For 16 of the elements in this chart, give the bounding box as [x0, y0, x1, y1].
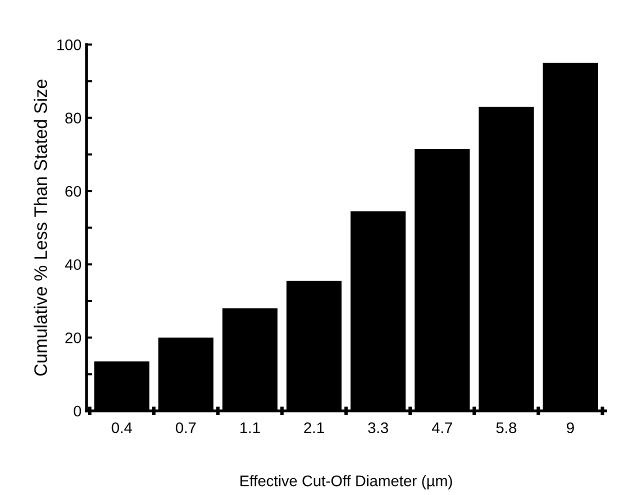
x-tick-label: 2.1: [304, 422, 324, 434]
x-tick-label: 0.7: [176, 422, 196, 434]
x-tick-label: 4.7: [432, 422, 452, 434]
x-tick-label: 5.8: [496, 422, 516, 434]
x-tick-label: 0.4: [112, 422, 132, 434]
y-axis-title: Cumulative % Less Than Stated Size: [34, 80, 48, 376]
y-tick-label: 40: [65, 259, 82, 270]
y-tick-label: 80: [65, 112, 82, 124]
y-tick-label: 0: [74, 406, 82, 417]
x-tick-label: 1.1: [240, 422, 260, 434]
x-axis-title: Effective Cut-Off Diameter (µm): [240, 475, 452, 490]
x-tick-label: 9: [566, 422, 574, 434]
y-tick-label: 20: [65, 332, 82, 344]
y-tick-label: 100: [57, 39, 82, 50]
y-tick-label: 60: [65, 186, 82, 197]
x-tick-label: 3.3: [368, 422, 388, 434]
